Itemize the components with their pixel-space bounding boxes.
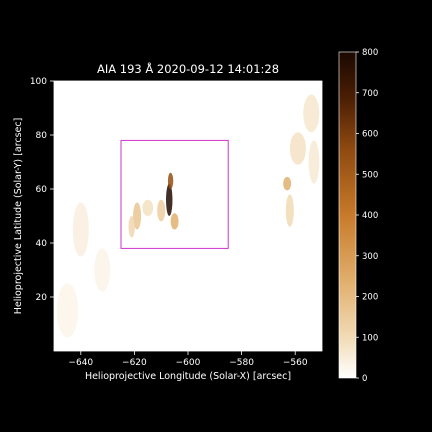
emission-feature bbox=[285, 194, 294, 227]
y-axis-label: Helioprojective Latitude (Solar-Y) [arcs… bbox=[13, 118, 24, 315]
colorbar bbox=[338, 51, 357, 379]
x-tick-label: −640 bbox=[68, 358, 93, 368]
colorbar-tick-label: 200 bbox=[362, 293, 378, 303]
emission-feature bbox=[166, 183, 173, 216]
emission-features bbox=[56, 94, 320, 338]
y-tick-label: 40 bbox=[36, 239, 48, 249]
colorbar-ticks: 0 100 200 300 400 500 600 700 800 bbox=[356, 48, 378, 384]
colorbar-tick-label: 100 bbox=[362, 333, 378, 343]
emission-feature bbox=[94, 248, 111, 292]
highlight-box bbox=[120, 139, 229, 249]
y-tick-label: 100 bbox=[30, 77, 47, 87]
emission-feature bbox=[289, 132, 306, 165]
y-tick-label: 20 bbox=[36, 293, 48, 303]
colorbar-tick-label: 700 bbox=[362, 89, 378, 99]
x-axis-ticks: −640 −620 −600 −580 −560 bbox=[68, 351, 308, 368]
x-axis-label: Helioprojective Longitude (Solar-X) [arc… bbox=[85, 371, 291, 382]
emission-feature bbox=[142, 199, 154, 216]
y-tick-label: 60 bbox=[36, 185, 48, 195]
emission-feature bbox=[157, 199, 166, 222]
colorbar-tick-label: 600 bbox=[362, 130, 378, 140]
colorbar-tick-label: 0 bbox=[362, 374, 367, 384]
emission-feature bbox=[128, 216, 135, 238]
colorbar-tick-label: 400 bbox=[362, 211, 378, 221]
y-tick-label: 80 bbox=[36, 131, 48, 141]
emission-feature bbox=[308, 140, 320, 184]
colorbar-tick-label: 500 bbox=[362, 170, 378, 180]
colorbar-tick-label: 800 bbox=[362, 48, 378, 58]
y-axis-ticks: 20 40 60 80 100 bbox=[30, 77, 54, 303]
chart-title: AIA 193 Å 2020-09-12 14:01:28 bbox=[97, 61, 279, 76]
colorbar-tick-label: 300 bbox=[362, 252, 378, 262]
emission-feature bbox=[170, 213, 179, 230]
emission-feature bbox=[72, 202, 89, 257]
emission-feature bbox=[133, 202, 142, 230]
emission-feature bbox=[167, 172, 174, 189]
x-tick-label: −600 bbox=[176, 358, 201, 368]
emission-feature bbox=[283, 176, 292, 191]
x-tick-label: −580 bbox=[229, 358, 254, 368]
emission-feature bbox=[56, 283, 79, 338]
x-tick-label: −620 bbox=[122, 358, 147, 368]
plot-background bbox=[54, 81, 322, 351]
x-tick-label: −560 bbox=[283, 358, 308, 368]
emission-feature bbox=[303, 94, 320, 133]
